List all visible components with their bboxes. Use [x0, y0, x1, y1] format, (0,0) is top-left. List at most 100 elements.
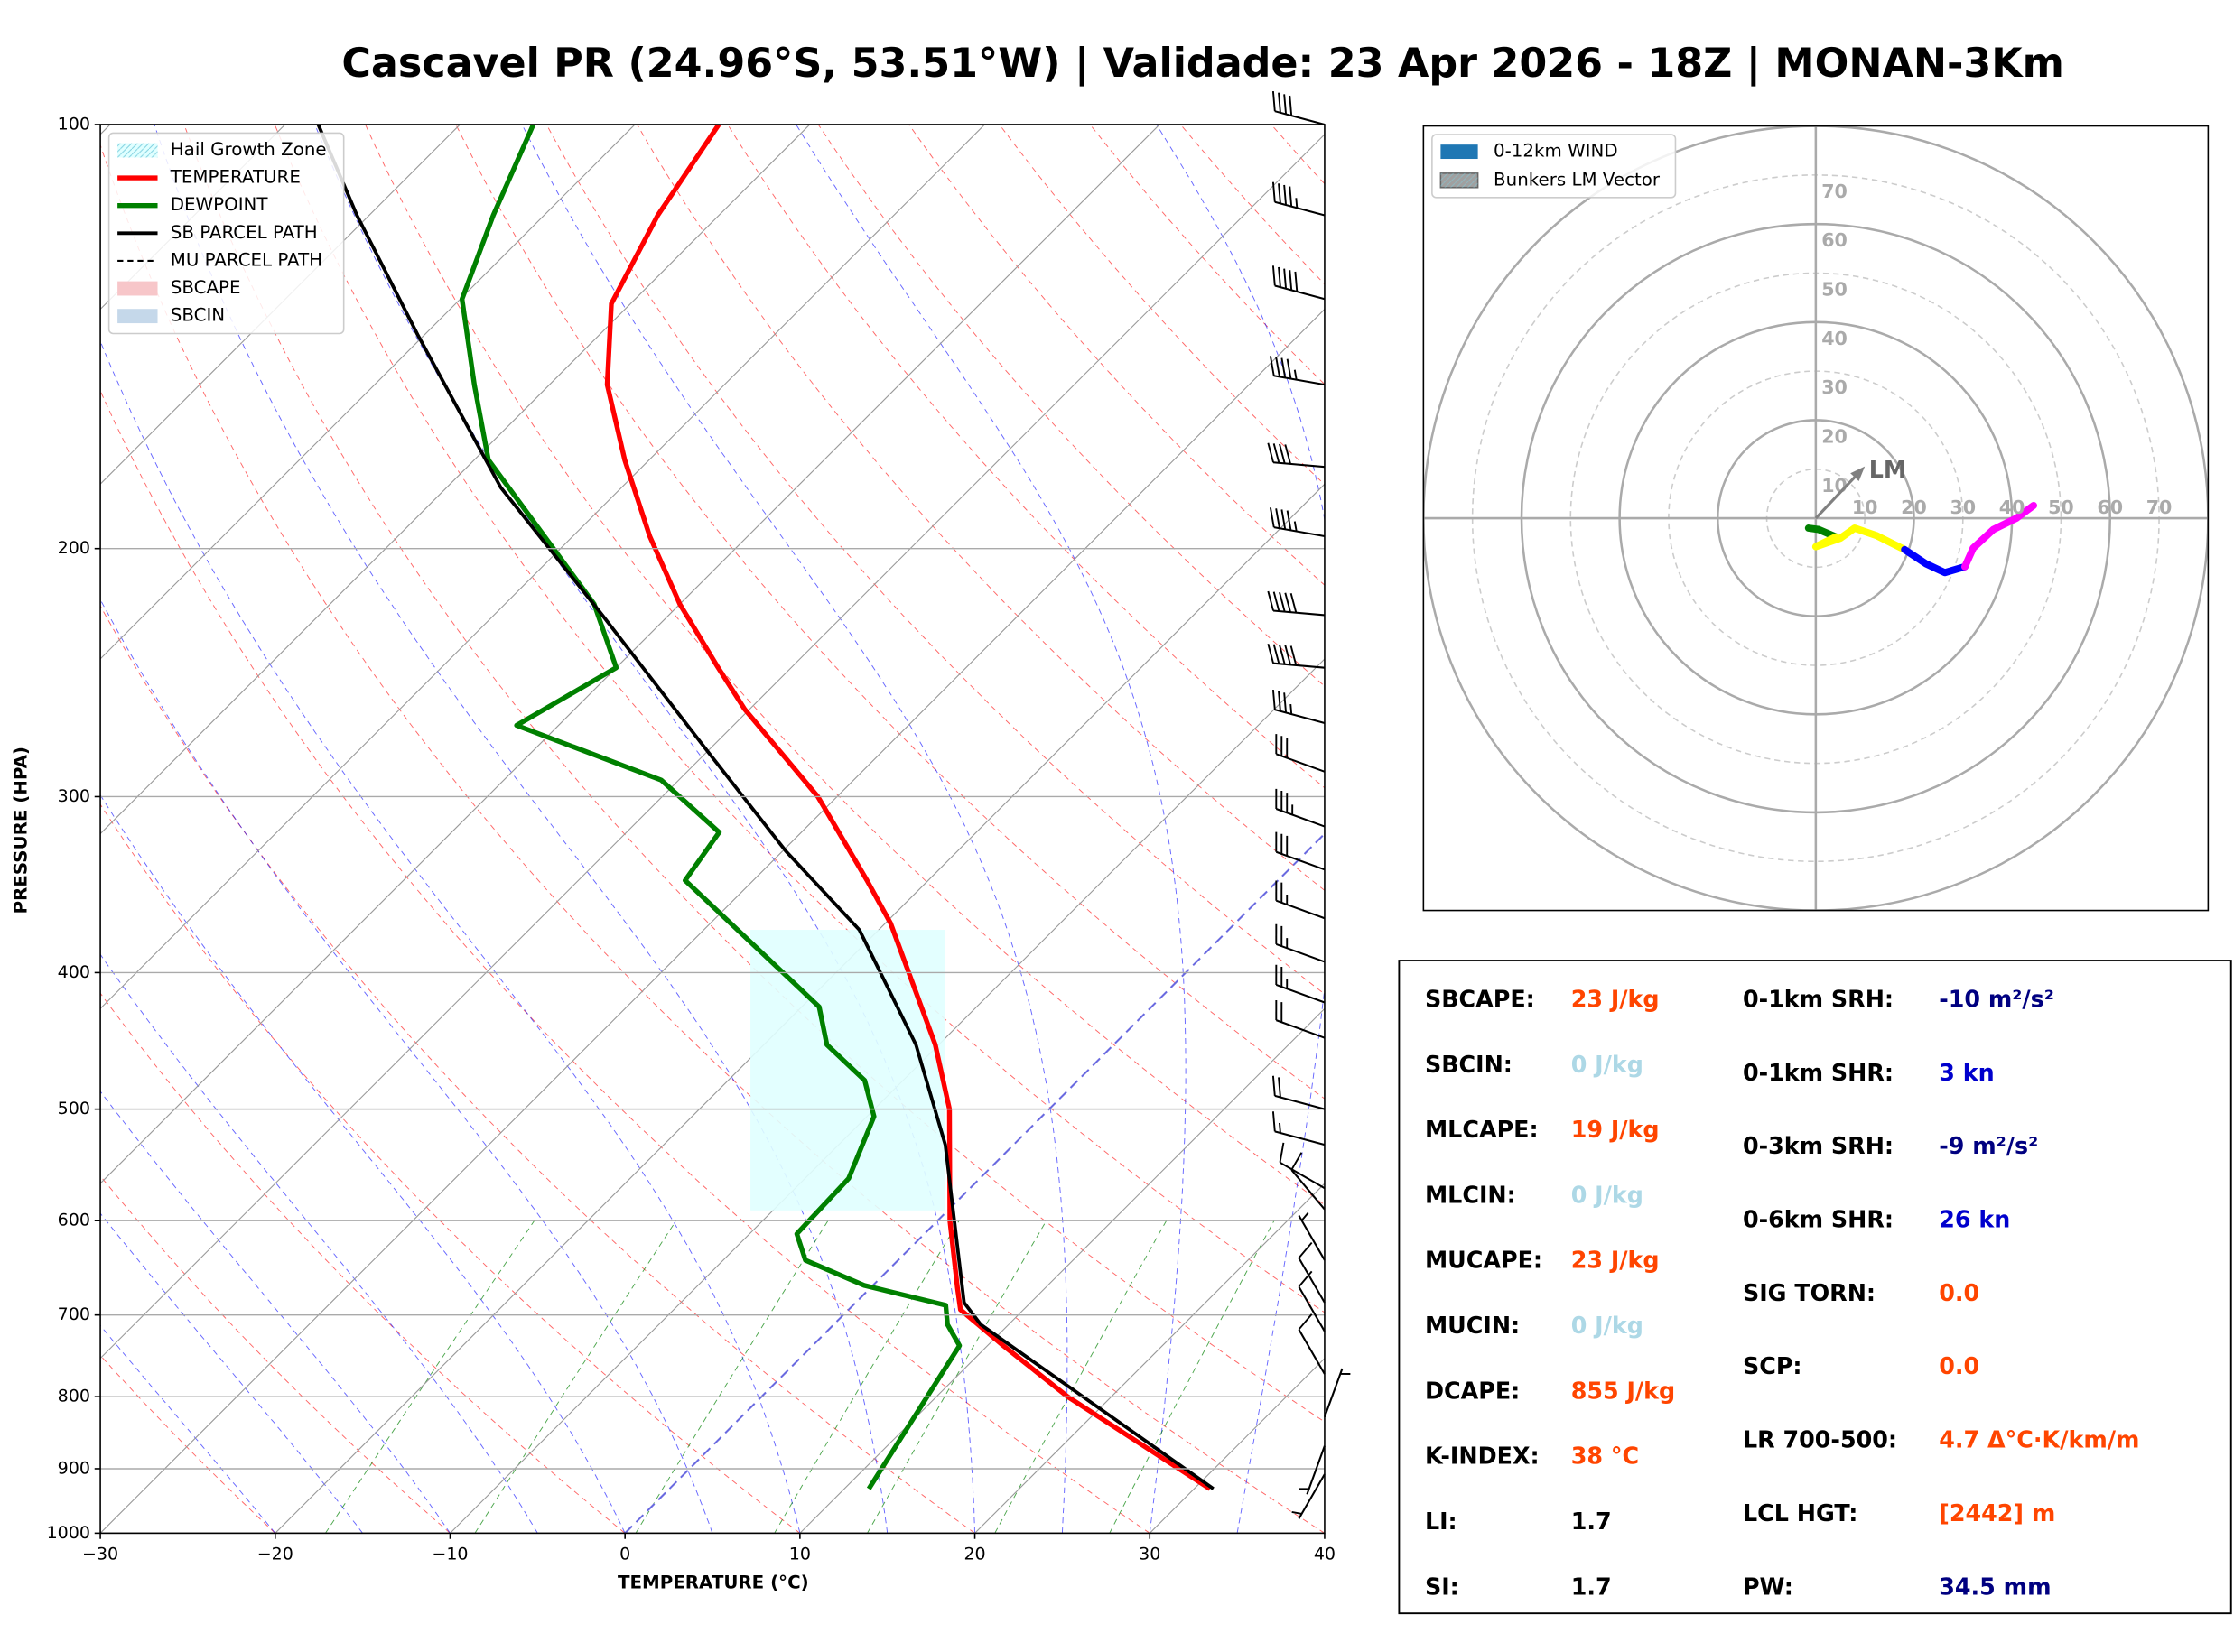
- stat-label: 0-3km SRH:: [1743, 1132, 1894, 1159]
- stat-value: 0 J/kg: [1571, 1051, 1643, 1078]
- ring-label: 10: [1852, 497, 1878, 518]
- stat-label: MUCIN:: [1425, 1312, 1520, 1339]
- isotherm: [100, 134, 1325, 1360]
- wind-barb: [1269, 356, 1326, 386]
- legend-box: [1431, 134, 1677, 199]
- barb-shaft: [1272, 662, 1326, 669]
- barb-feather: [1269, 507, 1275, 528]
- barb-feather: [1298, 1241, 1313, 1259]
- wind-barb: [1271, 1111, 1326, 1146]
- wind-barb: [1269, 507, 1326, 538]
- dry-adiabat: [1089, 124, 1325, 385]
- wind-barb: [1298, 1270, 1326, 1332]
- wind-barb: [1298, 1313, 1326, 1375]
- barb-feather: [1271, 1075, 1276, 1096]
- ring-label: 70: [2146, 497, 2173, 518]
- barb-feather: [1278, 691, 1281, 711]
- isotherm: [275, 483, 1325, 1534]
- dry-adiabat: [545, 124, 1325, 995]
- legend-label: MU PARCEL PATH: [171, 249, 322, 270]
- ring-label: 50: [2048, 497, 2074, 518]
- legend-swatch: [117, 281, 158, 296]
- ring-label: 10: [1821, 475, 1848, 497]
- dry-adiabat: [100, 389, 1150, 1534]
- stat-value: 0 J/kg: [1571, 1181, 1643, 1208]
- ring-label: 30: [1950, 497, 1976, 518]
- ring-label: 60: [2097, 497, 2123, 518]
- lm-arrowhead: [1850, 466, 1866, 482]
- moist-adiabat: [100, 794, 626, 1534]
- wind-barb: [1275, 831, 1326, 871]
- y-tick-label: 800: [58, 1387, 90, 1406]
- x-tick-label: −10: [432, 1545, 468, 1564]
- x-tick-label: −20: [257, 1545, 293, 1564]
- isotherm: [974, 1183, 1325, 1534]
- barb-feather: [1271, 181, 1276, 202]
- stat-value: -9 m²/s²: [1939, 1132, 2038, 1159]
- wind-barb: [1275, 734, 1326, 773]
- isotherm: [624, 832, 1325, 1534]
- barb-shaft: [1273, 375, 1326, 386]
- hodo-trace: [1804, 524, 1840, 541]
- wind-barb: [1267, 590, 1326, 617]
- moist-adiabat: [100, 1091, 451, 1534]
- barb-feather: [1298, 1313, 1313, 1331]
- wind-barb: [1275, 923, 1326, 963]
- barb-feather: [1289, 270, 1293, 291]
- stat-label: SCP:: [1743, 1352, 1802, 1379]
- stat-value: 0 J/kg: [1571, 1312, 1643, 1339]
- barb-feather: [1278, 183, 1281, 204]
- wind-barb: [1271, 181, 1326, 217]
- wind-barb: [1275, 999, 1326, 1039]
- hodo-trace: [1960, 501, 2038, 571]
- ring-label: 20: [1901, 497, 1927, 518]
- ring-label: 70: [1821, 181, 1848, 202]
- y-axis-label: PRESSURE (HPA): [10, 747, 31, 914]
- barb-shaft: [1290, 1169, 1326, 1211]
- wind-barb: [1323, 1368, 1351, 1418]
- stat-label: SBCIN:: [1425, 1051, 1513, 1078]
- barb-shaft: [1306, 1445, 1326, 1495]
- stat-label: MLCAPE:: [1425, 1116, 1539, 1143]
- legend-hatch: [117, 143, 158, 158]
- wind-barb: [1279, 1142, 1326, 1190]
- stat-label: PW:: [1743, 1573, 1793, 1600]
- legend-box: [107, 132, 345, 335]
- dry-adiabat: [817, 124, 1325, 687]
- barb-feather: [1294, 271, 1299, 292]
- profile-line: [604, 124, 1212, 1491]
- barb-shaft: [1275, 808, 1326, 828]
- barb-half: [1295, 198, 1299, 209]
- ring-label: 30: [1821, 376, 1848, 398]
- profile-line: [316, 124, 1215, 1490]
- wind-barb: [1290, 1152, 1326, 1211]
- x-axis-label: TEMPERATURE (°C): [618, 1572, 809, 1592]
- barb-shaft: [1274, 709, 1326, 724]
- barb-feather: [1289, 593, 1298, 613]
- wind-barb: [1271, 689, 1326, 724]
- mixing-ratio-line: [324, 1220, 535, 1534]
- hodo-area: [1423, 125, 2209, 911]
- dry-adiabat: [100, 1354, 276, 1534]
- barb-feather: [1267, 644, 1274, 664]
- wind-barb: [1291, 1473, 1326, 1519]
- barb-feather: [1289, 95, 1293, 116]
- stat-value: 23 J/kg: [1571, 985, 1660, 1012]
- isotherm: [100, 124, 811, 835]
- isotherm: [100, 124, 636, 660]
- barb-feather: [1283, 268, 1287, 289]
- barb-half: [1300, 1211, 1309, 1221]
- ring-label: 60: [1821, 229, 1848, 251]
- stat-label: LR 700-500:: [1743, 1426, 1897, 1453]
- ring-label: 20: [1821, 425, 1848, 447]
- barb-feather: [1289, 186, 1293, 207]
- barb-shaft: [1279, 1161, 1326, 1190]
- moist-adiabat: [521, 124, 1068, 1534]
- wind-barb: [1271, 90, 1326, 125]
- stat-value: 3 kn: [1939, 1059, 1994, 1086]
- y-tick-label: 400: [58, 962, 90, 982]
- wind-barb: [1271, 265, 1326, 301]
- barb-shaft: [1274, 110, 1326, 125]
- barb-feather: [1289, 645, 1298, 666]
